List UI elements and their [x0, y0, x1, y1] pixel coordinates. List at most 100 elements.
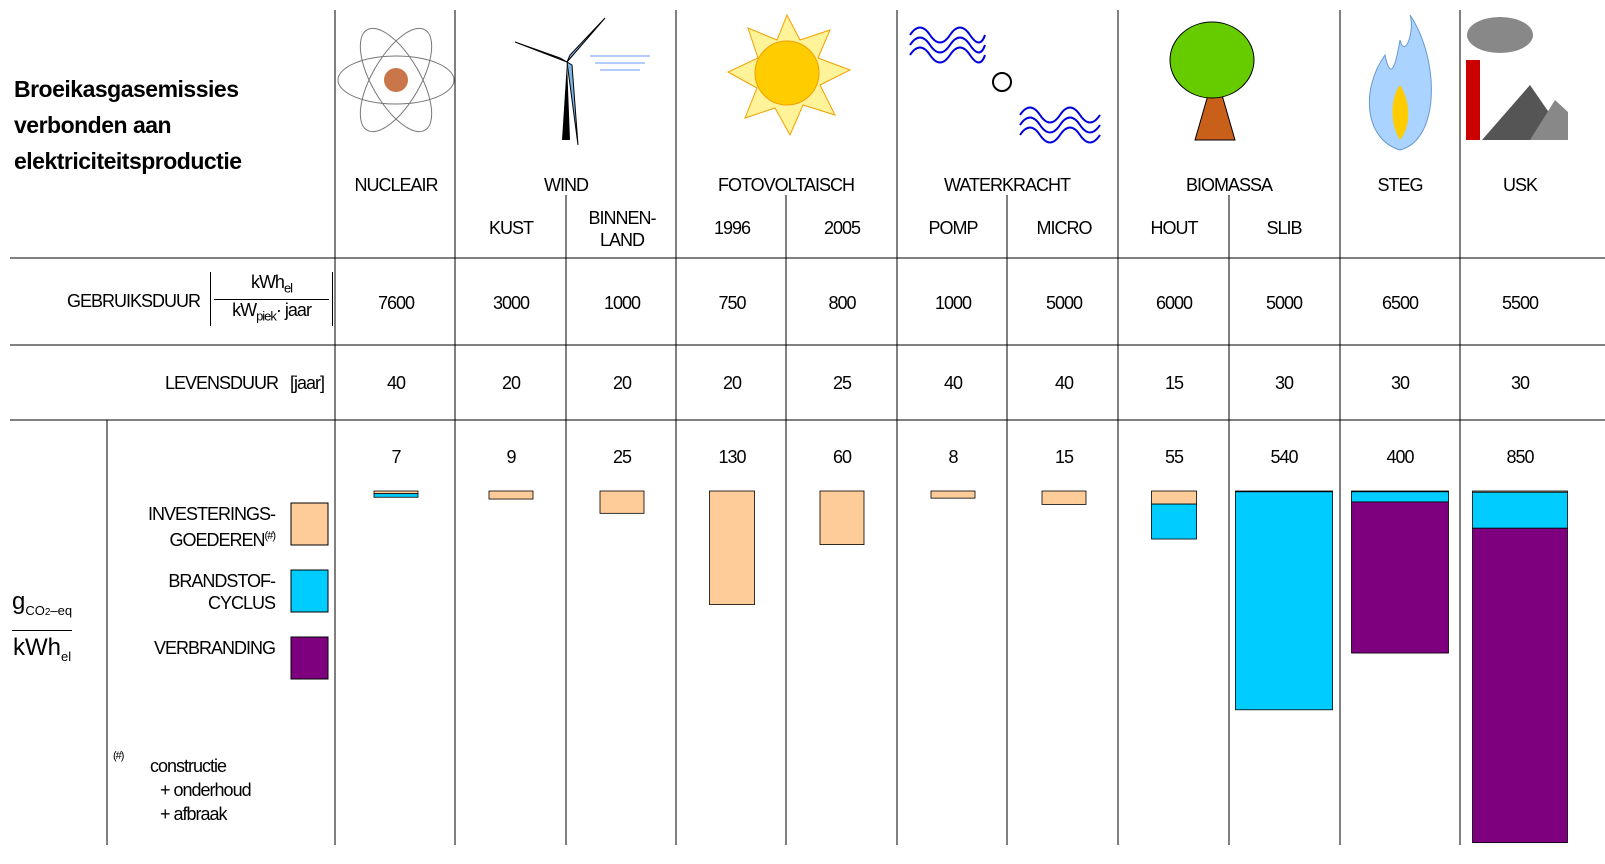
icon-tree: [1169, 21, 1255, 141]
sub-label: MICRO: [1036, 218, 1093, 238]
bar-segment: [819, 490, 865, 545]
gebruiksduur-value: 7600: [377, 293, 415, 313]
table-lines: [10, 10, 1605, 845]
bar-segment: [373, 493, 419, 498]
group-label: USK: [1502, 175, 1538, 195]
total-value: 60: [832, 447, 852, 467]
unit-den: kW: [232, 299, 257, 320]
gebruiksduur-value: 6500: [1381, 293, 1419, 313]
row-label: LEVENSDUUR: [164, 373, 279, 393]
bar-segment: [373, 490, 419, 495]
gebruiksduur-value: 800: [828, 293, 856, 313]
levensduur-value: 40: [1054, 373, 1074, 393]
legend-swatch: [290, 502, 329, 546]
total-value: 9: [506, 447, 516, 467]
total-value: 850: [1506, 447, 1534, 467]
total-value: 540: [1270, 447, 1298, 467]
sub-label: POMP: [928, 218, 978, 238]
y-label-num: g: [12, 588, 26, 615]
unit-sub: el: [283, 280, 293, 296]
total-value: 55: [1164, 447, 1184, 467]
group-label: WATERKRACHT: [944, 175, 1071, 195]
levensduur-value: 15: [1164, 373, 1184, 393]
sub-label: SLIB: [1266, 218, 1302, 238]
footnote-mark: (#): [113, 750, 124, 762]
sub-label: HOUT: [1150, 218, 1199, 238]
legend-swatch: [290, 569, 329, 613]
levensduur-value: 30: [1390, 373, 1410, 393]
bar-segment: [1235, 491, 1333, 711]
gebruiksduur-value: 3000: [492, 293, 530, 313]
sub-label: 2005: [823, 218, 861, 238]
icon-wind: [514, 17, 650, 146]
unit-fraction: kWhel kWpiek· jaar: [210, 272, 333, 327]
total-value: 130: [718, 447, 746, 467]
legend-label: BRANDSTOF- CYCLUS: [168, 571, 276, 613]
icon-flame: [1368, 14, 1432, 151]
unit-num: kWh: [250, 272, 285, 292]
levensduur-value: 20: [722, 373, 742, 393]
sub-label: BINNEN- LAND: [588, 208, 656, 250]
gebruiksduur-value: 5500: [1501, 293, 1539, 313]
bar-segment: [1151, 503, 1197, 540]
total-value: 25: [612, 447, 632, 467]
total-value: 400: [1386, 447, 1414, 467]
bar-segment: [1351, 501, 1449, 654]
y-label-sub: CO: [25, 602, 45, 618]
icon-water: [909, 26, 1101, 144]
y-label-sub: el: [61, 648, 72, 664]
gebruiksduur-value: 750: [718, 293, 746, 313]
bar-segment: [709, 490, 755, 605]
group-label: STEG: [1377, 175, 1423, 195]
total-value: 8: [948, 447, 958, 467]
y-label-sub: 2: [44, 606, 51, 618]
bar-segment: [599, 490, 645, 514]
bar-segment: [488, 490, 534, 500]
icon-atom: [337, 27, 455, 133]
icon-factory: [1466, 17, 1568, 140]
row-unit: [jaar]: [290, 373, 325, 393]
row-label: GEBRUIKSDUUR: [66, 291, 201, 311]
legend-label: INVESTERINGS- GOEDEREN(#): [147, 504, 276, 550]
bar-segment: [1472, 527, 1568, 844]
unit-den: · jaar: [275, 299, 312, 320]
title-line: verbonden aan: [14, 112, 172, 138]
bar-segment: [1472, 491, 1568, 529]
gebruiksduur-value: 5000: [1045, 293, 1083, 313]
total-value: 7: [391, 447, 401, 467]
group-label: NUCLEAIR: [354, 175, 438, 195]
footnote-line: + afbraak: [160, 804, 228, 824]
title-line: Broeikasgasemissies: [14, 76, 239, 102]
icon-sun: [726, 13, 852, 137]
sub-label: 1996: [713, 218, 751, 238]
title-line: elektriciteitsproductie: [14, 148, 242, 174]
levensduur-value: 40: [386, 373, 406, 393]
bar-segment: [930, 490, 976, 499]
gebruiksduur-value: 6000: [1155, 293, 1193, 313]
group-label: FOTOVOLTAISCH: [717, 175, 855, 195]
bar-segment: [1151, 490, 1197, 505]
sub-label: KUST: [488, 218, 534, 238]
y-label-sub: –eq: [50, 602, 73, 618]
legend-mark: (#): [264, 530, 276, 542]
bar-segment: [1041, 490, 1087, 505]
gebruiksduur-value: 1000: [934, 293, 972, 313]
levensduur-value: 25: [832, 373, 852, 393]
levensduur-value: 30: [1510, 373, 1530, 393]
y-label: gCO2–eq kWhel: [12, 585, 73, 674]
group-label: BIOMASSA: [1185, 175, 1273, 195]
gebruiksduur-value: 5000: [1265, 293, 1303, 313]
unit-sub: piek: [256, 308, 277, 324]
total-value: 15: [1054, 447, 1074, 467]
legend-swatch: [290, 636, 329, 680]
footnote-line: + onderhoud: [160, 780, 252, 800]
levensduur-value: 20: [612, 373, 632, 393]
group-label: WIND: [544, 175, 589, 195]
levensduur-value: 20: [501, 373, 521, 393]
levensduur-value: 30: [1274, 373, 1294, 393]
bar-segment: [1351, 491, 1449, 503]
levensduur-value: 40: [943, 373, 963, 393]
legend-label: VERBRANDING: [153, 638, 276, 658]
